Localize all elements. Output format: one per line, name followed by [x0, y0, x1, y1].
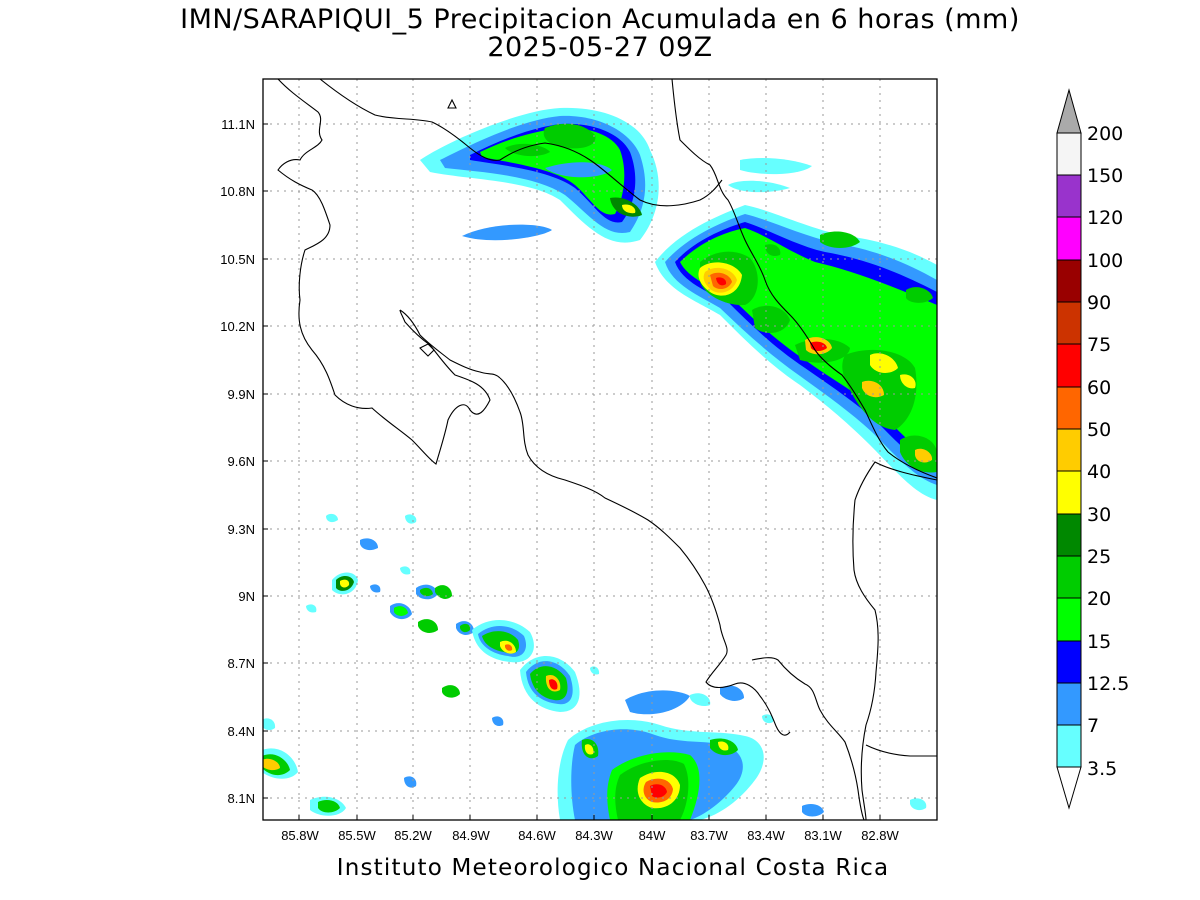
legend-swatch	[1056, 724, 1082, 768]
legend-swatch	[1056, 343, 1082, 388]
legend-swatch	[1056, 259, 1082, 303]
x-tick-label: 85.5W	[338, 828, 376, 843]
y-tick-label: 10.2N	[220, 319, 255, 334]
x-tick-label: 84.6W	[518, 828, 556, 843]
legend-swatch	[1056, 470, 1082, 515]
lake-island	[447, 98, 457, 109]
x-tick-label: 83.1W	[804, 828, 842, 843]
y-tick-labels: 11.1N 10.8N 10.5N 10.2N 9.9N 9.6N 9.3N 9…	[220, 117, 255, 806]
x-tick-label: 83.4W	[747, 828, 785, 843]
y-tick-label: 10.5N	[220, 252, 255, 267]
axis-ticks	[263, 123, 881, 820]
footer-credit: Instituto Meteorologico Nacional Costa R…	[336, 855, 890, 881]
x-tick-label: 82.8W	[861, 828, 899, 843]
legend-bottom-arrow	[1056, 766, 1082, 810]
legend-swatch	[1056, 682, 1082, 726]
legend-label: 200	[1087, 123, 1123, 145]
y-tick-label: 8.7N	[228, 656, 255, 671]
osa-peninsula-coast	[751, 657, 865, 820]
pacific-coastline	[277, 79, 491, 465]
page-subtitle: 2025-05-27 09Z	[487, 32, 713, 63]
precipitation-field	[263, 107, 937, 820]
lake-nicaragua-shore	[319, 79, 501, 161]
legend-label: 25	[1087, 546, 1111, 568]
y-tick-label: 9.9N	[228, 387, 255, 402]
map-frame	[262, 78, 938, 821]
x-tick-label: 85.8W	[281, 828, 319, 843]
legend-swatch	[1056, 301, 1082, 345]
x-tick-label: 84.9W	[452, 828, 490, 843]
legend-label: 7	[1087, 715, 1099, 737]
legend-swatch	[1056, 386, 1082, 430]
legend-swatch	[1056, 428, 1082, 472]
map-grid	[263, 79, 937, 820]
legend-label: 50	[1087, 419, 1111, 441]
y-tick-label: 9N	[238, 589, 255, 604]
legend-label: 12.5	[1087, 673, 1129, 695]
y-tick-label: 11.1N	[221, 117, 255, 132]
legend-swatch	[1056, 597, 1082, 642]
coastlines	[277, 79, 937, 820]
x-tick-label: 84.3W	[575, 828, 613, 843]
page-title: IMN/SARAPIQUI_5 Precipitacion Acumulada …	[180, 4, 1020, 35]
legend-label: 100	[1087, 250, 1123, 272]
caribbean-coastline	[671, 79, 937, 479]
y-tick-label: 9.6N	[228, 454, 255, 469]
legend-label: 20	[1087, 588, 1111, 610]
legend-swatch	[1056, 513, 1082, 557]
legend-label: 15	[1087, 631, 1111, 653]
legend-label: 150	[1087, 165, 1123, 187]
legend-label: 40	[1087, 461, 1111, 483]
nicoya-inlet	[399, 309, 501, 379]
legend-label: 30	[1087, 504, 1111, 526]
legend-label: 90	[1087, 292, 1111, 314]
x-tick-label: 83.7W	[690, 828, 728, 843]
legend-swatch	[1056, 216, 1082, 261]
x-tick-label: 84W	[639, 828, 666, 843]
legend-label: 3.5	[1087, 758, 1117, 780]
x-tick-label: 85.2W	[394, 828, 432, 843]
nicaragua-border	[499, 142, 723, 207]
y-tick-label: 9.3N	[228, 522, 255, 537]
legend-label: 60	[1087, 377, 1111, 399]
panama-coast-east	[865, 744, 937, 757]
y-tick-label: 10.8N	[220, 184, 255, 199]
rain-cell	[263, 666, 927, 820]
x-tick-labels: 85.8W 85.5W 85.2W 84.9W 84.6W 84.3W 84W …	[281, 828, 899, 843]
legend-swatch	[1056, 174, 1082, 218]
legend-label: 75	[1087, 334, 1111, 356]
rain-cell	[462, 158, 812, 241]
legend-labels: 3.5 7 12.5 15 20 25 30 40 50 60 75 90 10…	[1087, 123, 1129, 780]
central-pacific-coastline	[499, 377, 791, 736]
legend-swatch	[1056, 640, 1082, 684]
y-tick-label: 8.4N	[228, 724, 255, 739]
legend-top-arrow	[1056, 88, 1082, 134]
legend-swatch	[1056, 132, 1082, 176]
color-legend	[1056, 88, 1082, 810]
rain-cell	[655, 205, 937, 500]
legend-label: 120	[1087, 207, 1123, 229]
legend-swatch	[1056, 555, 1082, 599]
nicoya-island	[419, 343, 435, 357]
panama-border	[852, 461, 937, 820]
y-tick-label: 8.1N	[228, 791, 255, 806]
map-plot-area: 11.1N 10.8N 10.5N 10.2N 9.9N 9.6N 9.3N 9…	[220, 78, 938, 843]
